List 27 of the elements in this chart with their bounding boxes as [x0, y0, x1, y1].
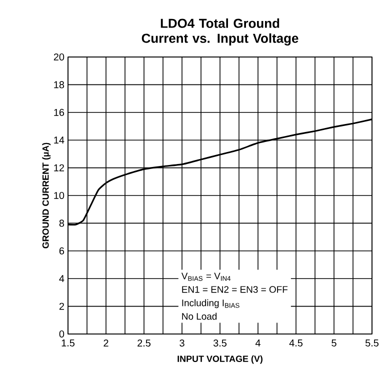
- y-tick-label: 18: [54, 81, 64, 88]
- y-tick-label: 12: [54, 164, 64, 172]
- x-tick-label: 3.5: [213, 340, 227, 347]
- x-tick-label: 2.5: [138, 340, 151, 347]
- annotation: EN1 = EN2 = EN3 = OFF: [182, 286, 288, 293]
- y-tick-label: 6: [59, 247, 64, 254]
- x-tick-label: 4.5: [289, 340, 303, 346]
- y-tick-label: 0: [59, 330, 64, 338]
- x-tick-label: 3: [180, 340, 184, 347]
- annotation: V$_{BIAS}$ = V$_{IN4}$: [181, 272, 231, 281]
- y-tick-label: 14: [54, 136, 64, 144]
- x-tick-label: 5.5: [365, 340, 379, 346]
- y-axis-title: GROUND CURRENT (µA): [42, 142, 51, 248]
- annotation: No Load: [182, 312, 217, 320]
- annotation: Including I$_{BIAS}$: [182, 299, 240, 308]
- y-tick-label: 4: [59, 275, 64, 282]
- x-tick-label: 5: [332, 340, 336, 346]
- y-tick-label: 20: [54, 53, 64, 61]
- x-tick-label: 2: [104, 340, 108, 346]
- y-tick-label: 8: [59, 220, 64, 227]
- y-tick-label: 16: [54, 108, 64, 116]
- chart-title: LDO4 Total Ground Current vs. Input Voltage: [142, 18, 298, 46]
- x-axis-title: INPUT VOLTAGE (V): [178, 355, 262, 364]
- x-tick-label: 1.5: [62, 340, 75, 346]
- y-tick-label: 2: [59, 302, 64, 310]
- y-tick-label: 10: [54, 192, 64, 200]
- x-tick-label: 4: [255, 340, 260, 346]
